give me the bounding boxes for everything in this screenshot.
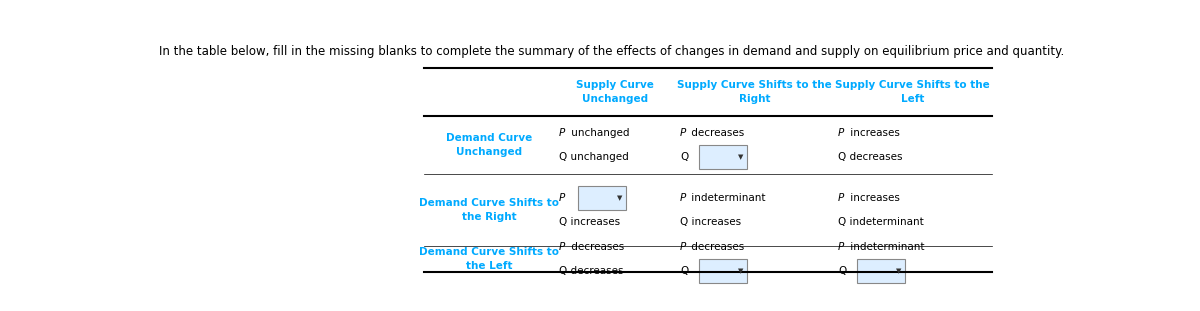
Text: Q: Q [680,266,689,276]
Text: P: P [839,193,845,203]
Text: Demand Curve Shifts to
the Left: Demand Curve Shifts to the Left [420,247,559,271]
Text: Supply Curve Shifts to the
Left: Supply Curve Shifts to the Left [835,81,990,104]
Text: P: P [839,242,845,252]
Text: Q indeterminant: Q indeterminant [839,217,924,227]
Text: decreases: decreases [689,128,745,138]
FancyBboxPatch shape [698,145,748,169]
Text: indeterminant: indeterminant [689,193,766,203]
Text: Q increases: Q increases [559,217,620,227]
Text: Q decreases: Q decreases [559,266,624,276]
Text: ▼: ▼ [738,154,743,160]
FancyBboxPatch shape [578,186,626,210]
FancyBboxPatch shape [698,259,748,283]
Text: ▼: ▼ [896,268,901,274]
Text: P: P [839,128,845,138]
Text: ▼: ▼ [738,268,743,274]
Text: unchanged: unchanged [568,128,629,138]
Text: P: P [680,128,686,138]
Text: Supply Curve Shifts to the
Right: Supply Curve Shifts to the Right [677,81,832,104]
Text: Supply Curve
Unchanged: Supply Curve Unchanged [576,81,654,104]
Text: P: P [559,242,565,252]
Text: Q: Q [839,266,846,276]
Text: Q decreases: Q decreases [839,152,902,162]
Text: increases: increases [846,193,900,203]
Text: decreases: decreases [568,242,624,252]
Text: indeterminant: indeterminant [846,242,924,252]
Text: Q increases: Q increases [680,217,742,227]
Text: increases: increases [846,128,900,138]
Text: decreases: decreases [689,242,745,252]
Text: In the table below, fill in the missing blanks to complete the summary of the ef: In the table below, fill in the missing … [160,44,1064,58]
Text: Q unchanged: Q unchanged [559,152,629,162]
Text: P: P [559,128,565,138]
Text: Q: Q [680,152,689,162]
Text: Demand Curve Shifts to
the Right: Demand Curve Shifts to the Right [420,198,559,222]
Text: P: P [559,193,565,203]
Text: Demand Curve
Unchanged: Demand Curve Unchanged [446,133,533,157]
FancyBboxPatch shape [857,259,905,283]
Text: P: P [680,193,686,203]
Text: P: P [680,242,686,252]
Text: ▼: ▼ [617,195,623,201]
